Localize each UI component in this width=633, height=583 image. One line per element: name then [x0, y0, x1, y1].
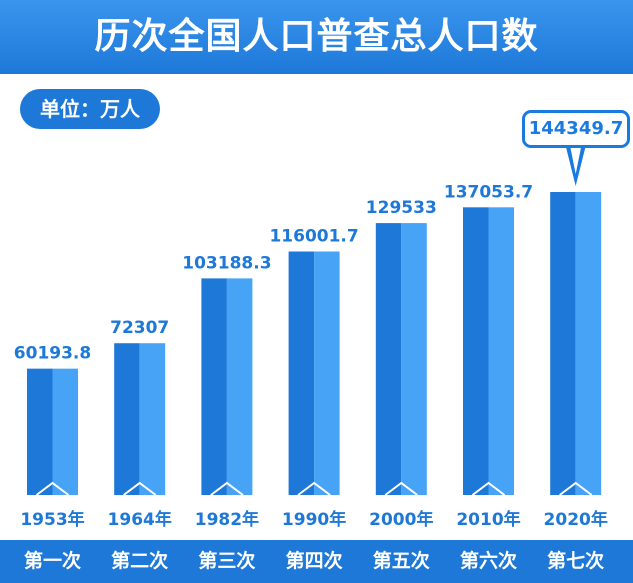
census-label: 第五次 [372, 550, 430, 572]
bar-left-half [288, 251, 315, 495]
bar-notch [35, 481, 70, 496]
bar-left-half [27, 368, 53, 495]
bar-value-label: 137053.7 [444, 182, 533, 202]
census-label: 第二次 [111, 550, 169, 572]
bar-value-label: 116001.7 [269, 227, 358, 247]
bar-right-half [575, 192, 602, 495]
bar-notch [123, 481, 157, 496]
census-label: 第六次 [459, 550, 517, 572]
bar-notch [471, 481, 506, 496]
highlight-callout: 144349.7 [522, 110, 630, 148]
census-label: 第三次 [198, 550, 256, 572]
bar-value-label: 103188.3 [182, 253, 271, 273]
census-label: 第七次 [547, 550, 605, 572]
bar-left-half [201, 278, 227, 495]
year-label: 1982年 [195, 509, 259, 530]
year-label: 2020年 [544, 509, 608, 530]
unit-label: 单位：万人 [20, 89, 160, 129]
bar-value-label: 72307 [110, 318, 169, 338]
callout-pointer-inner [569, 144, 582, 174]
bar-left-half [375, 223, 402, 496]
bar-right-half [226, 278, 253, 495]
year-label: 1953年 [20, 509, 84, 530]
bar-left-half [114, 343, 140, 495]
bar-notch [384, 481, 418, 496]
bar-notch [559, 481, 593, 496]
bar-right-half [314, 251, 340, 495]
year-label: 1964年 [108, 509, 172, 530]
bar-value-label: 129533 [366, 198, 437, 218]
page-title: 历次全国人口普查总人口数 [0, 0, 633, 74]
bar-left-half [550, 192, 576, 495]
year-label: 1990年 [282, 509, 346, 530]
bar-right-half [52, 368, 78, 495]
year-label: 2010年 [456, 509, 520, 530]
bar-notch [297, 481, 331, 496]
census-label-band [0, 540, 633, 583]
census-label: 第一次 [23, 550, 81, 572]
bar-value-label: 60193.8 [14, 344, 91, 364]
bar-right-half [139, 343, 166, 495]
census-label: 第四次 [285, 550, 343, 572]
bar-left-half [463, 207, 489, 495]
year-label: 2000年 [369, 509, 433, 530]
bar-notch [210, 481, 244, 496]
bar-right-half [401, 223, 427, 496]
bar-right-half [488, 207, 514, 495]
